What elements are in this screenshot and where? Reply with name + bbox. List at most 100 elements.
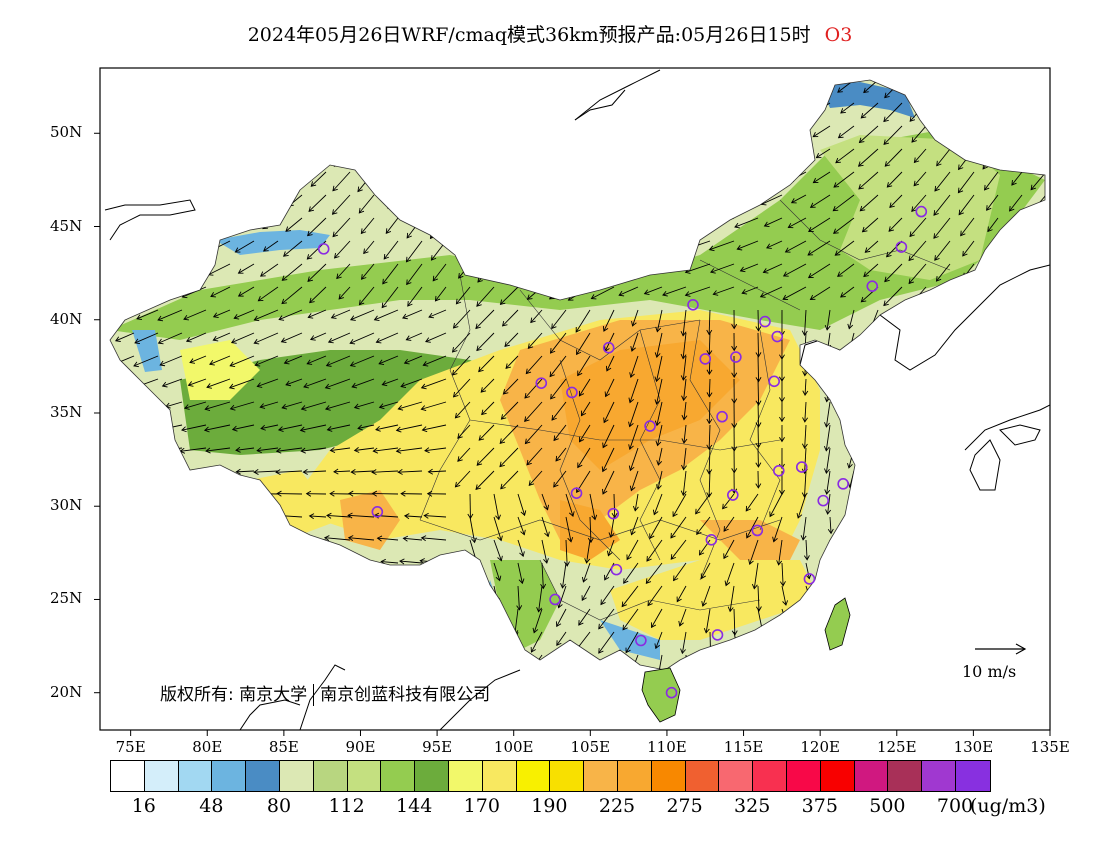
wind-arrow [911,194,927,213]
wind-arrow [405,240,423,263]
wind-arrow [277,424,303,432]
wind-arrow [420,401,447,411]
colorbar-swatch [584,761,618,791]
wind-arrow [734,678,741,696]
wind-arrow [530,631,543,653]
wind-arrow [889,194,903,209]
wind-arrow [140,629,159,636]
wind-arrow [165,217,183,226]
wind-arrow [901,493,912,520]
wind-arrow [618,286,639,297]
lon-tick-label: 120E [800,738,840,756]
wind-arrow [782,286,807,300]
wind-arrow [326,605,351,612]
wind-arrow [347,535,375,542]
wind-arrow [858,171,879,190]
colorbar-tick-label: 170 [463,795,500,817]
wind-arrow [517,516,526,536]
wind-arrow [426,490,447,497]
wind-arrow [375,332,399,344]
lon-tick-label: 85E [268,738,299,756]
wind-arrow [477,80,495,99]
wind-arrow [628,424,639,451]
wind-arrow [1005,240,1023,262]
wind-arrow [499,240,519,260]
wind-arrow [680,355,687,381]
wind-arrow [784,240,807,253]
wind-arrow [565,516,574,543]
wind-arrow [310,171,327,187]
wind-arrow [963,678,974,699]
wind-arrow [706,470,713,498]
wind-arrow [457,447,471,462]
wind-arrow [737,125,759,135]
station-marker [772,464,785,477]
wind-arrow [327,332,351,344]
wind-arrow [670,516,687,539]
wind-arrow [406,80,423,102]
wind-arrow [110,240,135,251]
wind-arrow [383,148,399,169]
copyright-company: 南京创蓝科技有限公司 [320,685,491,705]
wind-arrow [118,309,135,318]
wind-arrow [615,263,639,275]
wind-arrow [211,513,231,520]
colorbar-swatch [482,761,517,791]
wind-arrow [940,678,950,692]
wind-arrow [259,194,279,209]
wind-arrow [556,631,567,646]
wind-arrow [990,516,999,543]
wind-arrow [204,630,231,637]
wind-arrow [164,582,183,589]
wind-arrow [935,332,951,351]
wind-arrow [548,286,567,300]
wind-arrow [733,194,759,206]
wind-arrow [227,558,255,565]
lon-tick-label: 125E [876,738,917,756]
colorbar-swatch [347,761,382,791]
wind-arrow [755,447,762,468]
colorbar-swatch [617,761,652,791]
wind-arrow [681,447,687,471]
wind-arrow [161,378,183,388]
wind-arrow [306,355,327,365]
wind-arrow [526,102,543,116]
wind-arrow [110,608,111,610]
wind-arrow [1005,263,1023,286]
wind-arrow [643,286,663,295]
wind-arrow [235,446,255,453]
wind-arrow [681,424,688,444]
wind-arrow [891,631,903,656]
neighbor-coastlines [104,69,1050,730]
wind-arrow [987,585,999,601]
station-marker [566,386,578,399]
wind-arrow [326,512,351,519]
wind-arrow [156,654,183,661]
wind-arrow [637,194,663,206]
wind-arrow [698,539,711,556]
wind-arrow [909,217,927,238]
wind-arrow [647,585,663,607]
wind-arrow [710,194,735,205]
wind-arrow [716,148,735,157]
wind-arrow [785,148,807,161]
wind-arrow [524,424,543,445]
station-marker [817,494,830,507]
wind-arrow [133,148,159,159]
wind-arrow [275,630,303,637]
wind-arrow [329,447,351,453]
wind-arrow [853,585,864,612]
wind-arrow [782,263,807,277]
wind-arrow [766,240,783,249]
wind-arrow [681,401,688,421]
wind-arrow [701,585,711,607]
wind-arrow [183,309,207,321]
wind-arrow [544,171,567,188]
station-marker [371,506,384,518]
wind-arrow [801,309,808,336]
wind-arrow [833,171,855,188]
wind-arrow [485,654,495,670]
wind-arrow [829,539,837,560]
wind-arrow [286,171,303,185]
wind-arrow [478,355,495,373]
